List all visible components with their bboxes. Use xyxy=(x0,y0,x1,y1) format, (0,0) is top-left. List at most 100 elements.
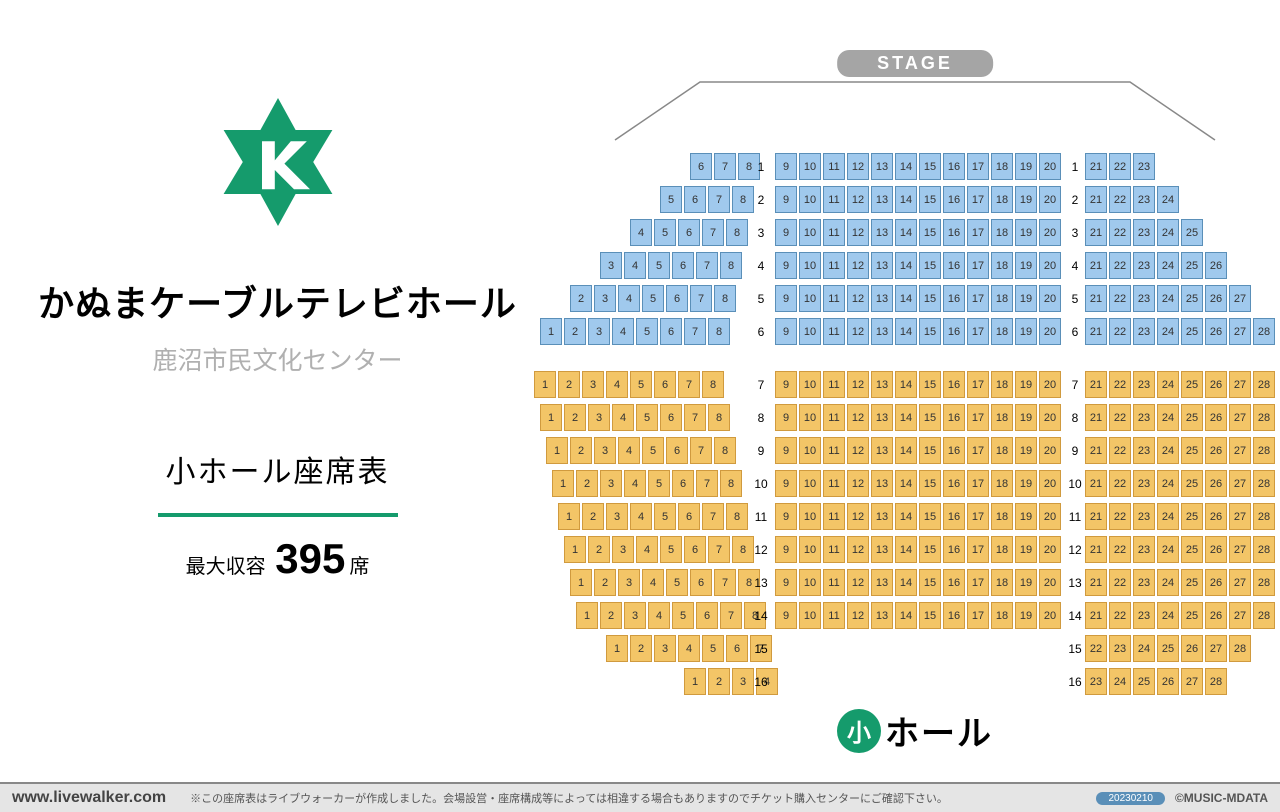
row-number: 14 xyxy=(750,609,772,623)
seat: 12 xyxy=(847,470,869,497)
seat-row: 2345678591011121314151617181920521222324… xyxy=(555,282,1275,315)
seat: 24 xyxy=(1157,536,1179,563)
seat: 10 xyxy=(799,569,821,596)
seat: 8 xyxy=(708,318,730,345)
seat: 11 xyxy=(823,602,845,629)
seat: 7 xyxy=(690,437,712,464)
seat: 4 xyxy=(678,635,700,662)
seat: 16 xyxy=(943,404,965,431)
seat: 8 xyxy=(726,503,748,530)
seat: 9 xyxy=(775,153,797,180)
seat: 16 xyxy=(943,252,965,279)
seat: 4 xyxy=(612,318,634,345)
seat: 23 xyxy=(1133,318,1155,345)
seat: 19 xyxy=(1015,569,1037,596)
seat: 15 xyxy=(919,285,941,312)
seat: 15 xyxy=(919,503,941,530)
seat: 12 xyxy=(847,569,869,596)
seat: 25 xyxy=(1181,602,1203,629)
seat: 22 xyxy=(1109,252,1131,279)
seat: 9 xyxy=(775,536,797,563)
row-number: 15 xyxy=(750,642,772,656)
seat: 7 xyxy=(678,371,700,398)
seat: 23 xyxy=(1109,635,1131,662)
seat: 27 xyxy=(1229,371,1251,398)
seat: 20 xyxy=(1039,219,1061,246)
seat: 20 xyxy=(1039,252,1061,279)
seat: 16 xyxy=(943,437,965,464)
seat: 13 xyxy=(871,219,893,246)
seat-row: 1234567889101112131415161718192082122232… xyxy=(555,401,1275,434)
seat: 24 xyxy=(1157,602,1179,629)
seat: 13 xyxy=(871,153,893,180)
seat: 17 xyxy=(967,569,989,596)
seat: 16 xyxy=(943,536,965,563)
seat: 12 xyxy=(847,219,869,246)
seat: 21 xyxy=(1085,404,1107,431)
row-number: 8 xyxy=(1064,411,1086,425)
seat: 9 xyxy=(775,371,797,398)
seat: 6 xyxy=(660,318,682,345)
seat: 15 xyxy=(919,252,941,279)
seat: 13 xyxy=(871,404,893,431)
seat: 28 xyxy=(1253,602,1275,629)
seat-row: 5678291011121314151617181920221222324 xyxy=(555,183,1275,216)
row-number: 2 xyxy=(1064,193,1086,207)
row-number: 4 xyxy=(1064,259,1086,273)
stage-outline-icon xyxy=(555,70,1275,145)
seat: 14 xyxy=(895,437,917,464)
seat: 22 xyxy=(1109,219,1131,246)
seat: 2 xyxy=(564,318,586,345)
seat: 7 xyxy=(714,569,736,596)
seat: 13 xyxy=(871,503,893,530)
seat: 11 xyxy=(823,470,845,497)
seat: 22 xyxy=(1109,503,1131,530)
venue-name: かぬまケーブルテレビホール xyxy=(38,275,517,327)
seat: 21 xyxy=(1085,219,1107,246)
seat: 1 xyxy=(540,404,562,431)
seat: 22 xyxy=(1109,404,1131,431)
seat: 23 xyxy=(1133,186,1155,213)
row-number: 1 xyxy=(1064,160,1086,174)
seat: 26 xyxy=(1205,404,1227,431)
seat: 23 xyxy=(1133,503,1155,530)
seat: 16 xyxy=(943,285,965,312)
seat: 5 xyxy=(660,186,682,213)
seat: 8 xyxy=(714,285,736,312)
seat: 25 xyxy=(1181,404,1203,431)
seat: 9 xyxy=(775,569,797,596)
seat: 12 xyxy=(847,153,869,180)
seat: 6 xyxy=(696,602,718,629)
seat: 2 xyxy=(588,536,610,563)
seat: 10 xyxy=(799,602,821,629)
seat: 2 xyxy=(600,602,622,629)
seat: 4 xyxy=(648,602,670,629)
seat: 24 xyxy=(1157,318,1179,345)
seat: 9 xyxy=(775,437,797,464)
seat: 17 xyxy=(967,470,989,497)
seat: 14 xyxy=(895,602,917,629)
capacity-prefix: 最大収容 xyxy=(186,556,272,578)
seat: 27 xyxy=(1205,635,1227,662)
seat: 23 xyxy=(1133,404,1155,431)
seat: 9 xyxy=(775,404,797,431)
seat: 28 xyxy=(1253,437,1275,464)
seat: 5 xyxy=(636,404,658,431)
seat: 15 xyxy=(919,219,941,246)
seat: 20 xyxy=(1039,153,1061,180)
seat: 8 xyxy=(720,470,742,497)
seat: 16 xyxy=(943,602,965,629)
seat: 11 xyxy=(823,437,845,464)
seat: 15 xyxy=(919,437,941,464)
seat: 22 xyxy=(1109,470,1131,497)
row-number: 7 xyxy=(750,378,772,392)
seat: 6 xyxy=(690,153,712,180)
seat: 28 xyxy=(1253,371,1275,398)
seat: 25 xyxy=(1181,536,1203,563)
capacity-text: 最大収容 395席 xyxy=(186,535,370,583)
seat: 11 xyxy=(823,285,845,312)
hall-circle-icon: 小 xyxy=(837,709,881,753)
row-number: 12 xyxy=(750,543,772,557)
seat: 5 xyxy=(630,371,652,398)
seat: 28 xyxy=(1253,536,1275,563)
